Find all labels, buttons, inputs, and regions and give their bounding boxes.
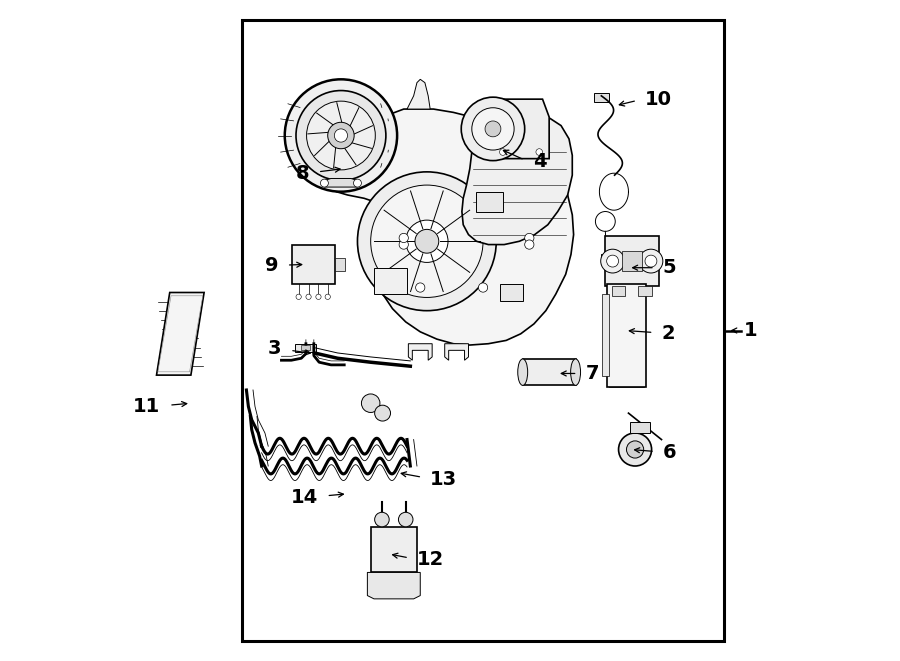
- Circle shape: [472, 108, 514, 150]
- Circle shape: [618, 433, 652, 466]
- Text: 11: 11: [133, 397, 160, 416]
- Ellipse shape: [571, 359, 580, 385]
- Bar: [476, 192, 503, 212]
- Polygon shape: [523, 359, 576, 385]
- Bar: [374, 268, 407, 294]
- Circle shape: [374, 405, 391, 421]
- Circle shape: [461, 97, 525, 161]
- Circle shape: [485, 121, 501, 137]
- Bar: [301, 345, 310, 350]
- Text: 4: 4: [533, 153, 546, 171]
- Polygon shape: [335, 258, 345, 271]
- Text: 14: 14: [291, 488, 318, 506]
- Circle shape: [371, 185, 483, 297]
- Circle shape: [306, 294, 311, 299]
- Text: 13: 13: [430, 470, 457, 488]
- Text: 2: 2: [662, 325, 675, 343]
- Bar: [602, 295, 608, 377]
- Circle shape: [374, 512, 389, 527]
- Circle shape: [536, 149, 543, 155]
- Circle shape: [479, 283, 488, 292]
- Circle shape: [357, 172, 496, 311]
- Bar: [600, 254, 614, 264]
- Circle shape: [307, 101, 375, 170]
- Circle shape: [500, 149, 506, 155]
- Circle shape: [415, 229, 439, 253]
- Polygon shape: [157, 292, 204, 375]
- Polygon shape: [292, 245, 335, 284]
- Circle shape: [316, 294, 321, 299]
- Polygon shape: [462, 112, 572, 245]
- Text: 12: 12: [417, 551, 445, 569]
- Polygon shape: [328, 109, 573, 345]
- Text: 1: 1: [744, 321, 758, 340]
- Polygon shape: [630, 422, 650, 433]
- Circle shape: [325, 294, 330, 299]
- Bar: [622, 251, 642, 271]
- Polygon shape: [605, 237, 659, 286]
- Circle shape: [284, 79, 397, 192]
- Text: 5: 5: [662, 258, 677, 277]
- Text: 9: 9: [265, 256, 278, 275]
- Text: 7: 7: [586, 364, 599, 383]
- Circle shape: [334, 129, 347, 142]
- Circle shape: [328, 122, 355, 149]
- Polygon shape: [407, 79, 430, 109]
- Ellipse shape: [518, 359, 527, 385]
- Circle shape: [607, 255, 618, 267]
- Circle shape: [406, 220, 448, 262]
- Polygon shape: [493, 99, 549, 159]
- Polygon shape: [608, 284, 645, 387]
- Bar: [500, 284, 523, 301]
- Circle shape: [354, 179, 362, 187]
- Circle shape: [296, 91, 386, 180]
- Polygon shape: [371, 527, 417, 572]
- Polygon shape: [294, 344, 317, 352]
- Polygon shape: [612, 286, 625, 296]
- Bar: [594, 93, 608, 102]
- Circle shape: [399, 512, 413, 527]
- Circle shape: [320, 179, 328, 187]
- Text: 10: 10: [645, 90, 672, 108]
- Circle shape: [600, 249, 625, 273]
- Polygon shape: [638, 286, 652, 296]
- Circle shape: [645, 255, 657, 267]
- Text: 6: 6: [662, 444, 677, 462]
- Circle shape: [362, 394, 380, 412]
- Text: 8: 8: [296, 164, 310, 182]
- Circle shape: [296, 294, 302, 299]
- Polygon shape: [367, 572, 420, 599]
- Polygon shape: [409, 344, 432, 360]
- Bar: [242, 20, 724, 641]
- Text: 3: 3: [268, 339, 282, 358]
- Polygon shape: [324, 178, 357, 187]
- Circle shape: [416, 283, 425, 292]
- Circle shape: [399, 233, 409, 243]
- Circle shape: [639, 249, 662, 273]
- Circle shape: [399, 240, 409, 249]
- Circle shape: [626, 441, 644, 458]
- Circle shape: [525, 240, 534, 249]
- Polygon shape: [445, 344, 469, 360]
- Circle shape: [525, 233, 534, 243]
